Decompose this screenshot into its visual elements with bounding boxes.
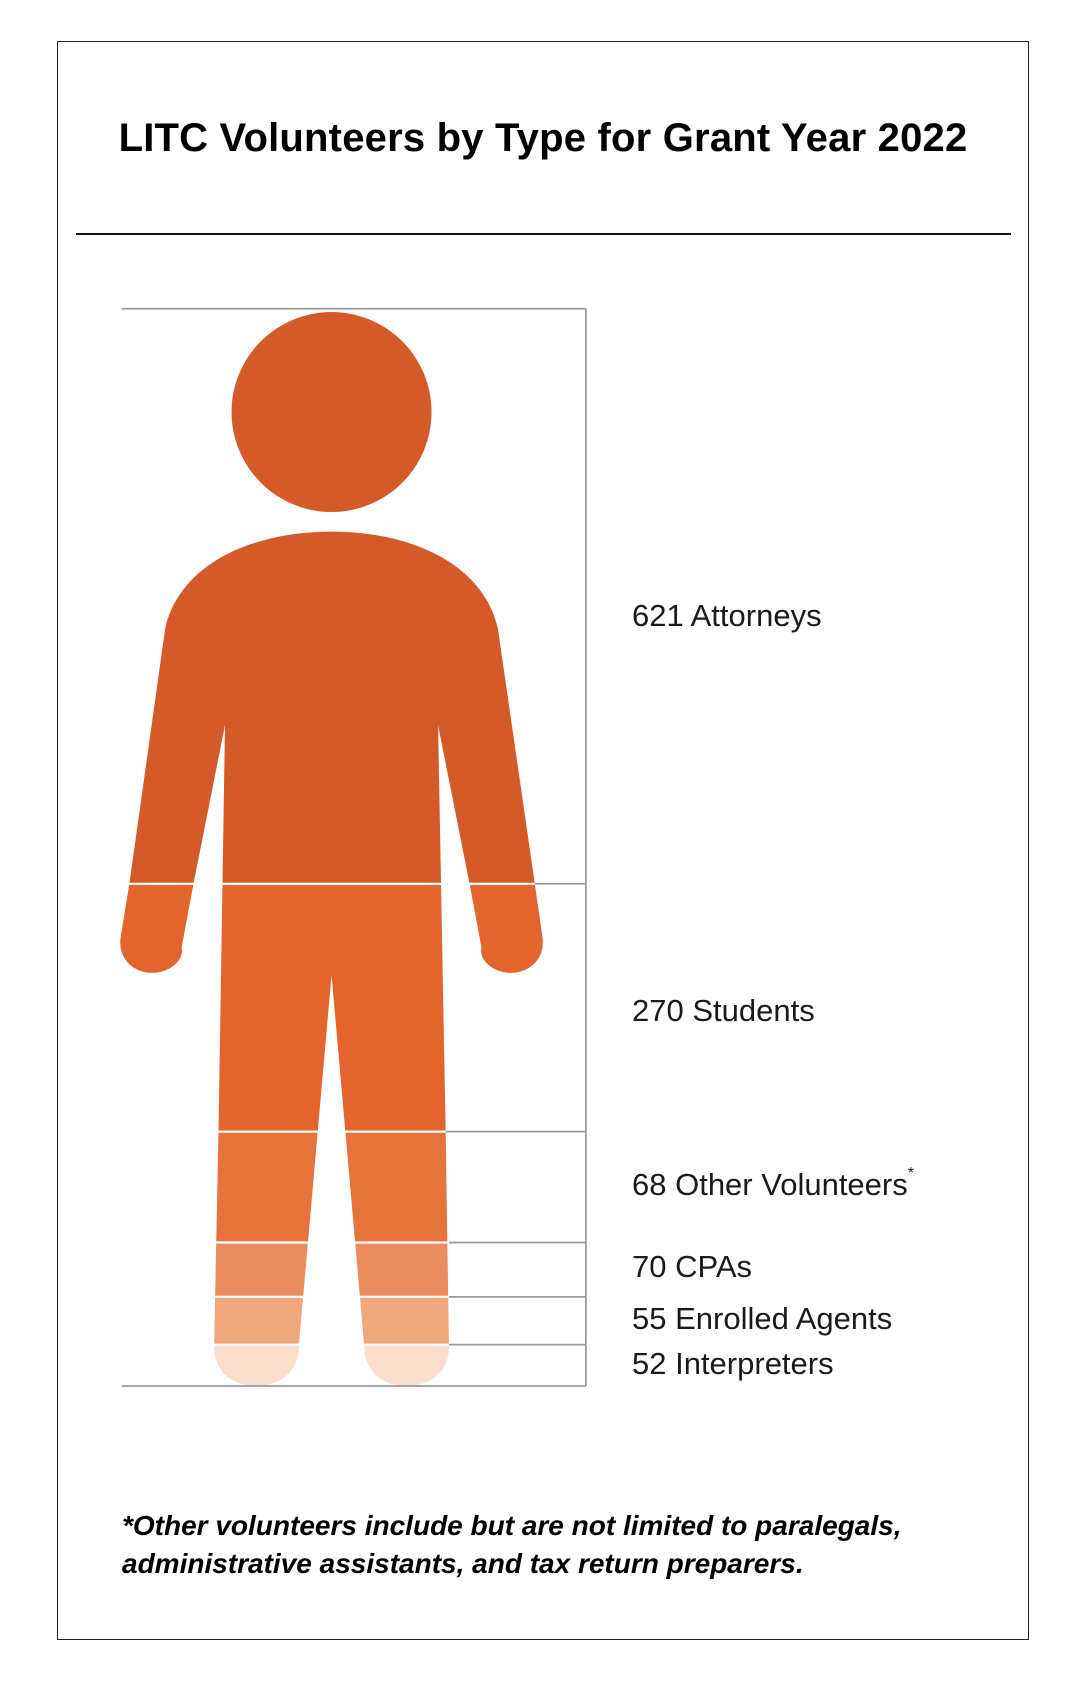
band-students xyxy=(120,883,543,1132)
label-interpreters: 52 Interpreters xyxy=(632,1346,834,1382)
band-enrolled-agents xyxy=(120,1296,543,1345)
label-text: 70 CPAs xyxy=(632,1249,753,1284)
label-attorneys: 621 Attorneys xyxy=(632,598,822,634)
label-text: 68 Other Volunteers xyxy=(632,1167,908,1202)
chart-frame xyxy=(57,41,1029,1640)
band-attorneys xyxy=(120,312,543,884)
title-divider xyxy=(76,233,1011,235)
chart-title: LITC Volunteers by Type for Grant Year 2… xyxy=(118,116,968,160)
label-text: 621 Attorneys xyxy=(632,598,822,633)
band-other-volunteers xyxy=(120,1131,543,1243)
footnote-marker: * xyxy=(907,1165,914,1182)
label-students: 270 Students xyxy=(632,993,815,1029)
footnote-line: administrative assistants, and tax retur… xyxy=(122,1548,804,1579)
band-cpas xyxy=(120,1242,543,1297)
label-text: 52 Interpreters xyxy=(632,1346,834,1381)
label-cpas: 70 CPAs xyxy=(632,1249,752,1285)
label-other-volunteers: 68 Other Volunteers* xyxy=(632,1165,914,1203)
footnote-line: *Other volunteers include but are not li… xyxy=(122,1510,902,1541)
band-interpreters xyxy=(120,1344,543,1386)
label-text: 270 Students xyxy=(632,993,815,1028)
label-enrolled-agents: 55 Enrolled Agents xyxy=(632,1301,892,1337)
footnote: *Other volunteers include but are not li… xyxy=(122,1507,902,1583)
label-text: 55 Enrolled Agents xyxy=(632,1301,893,1336)
